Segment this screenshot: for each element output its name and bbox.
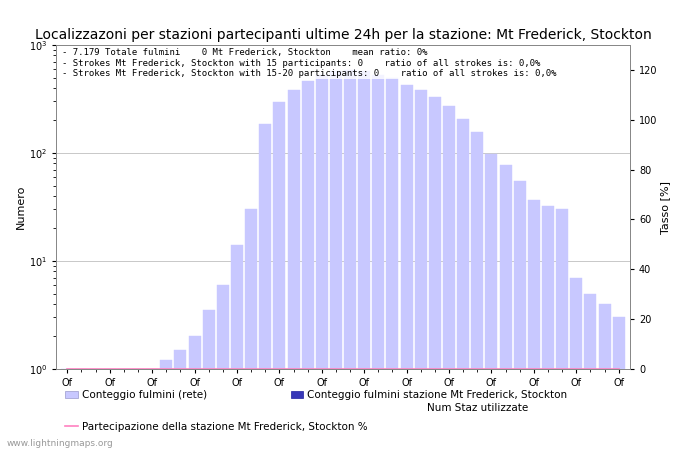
Bar xyxy=(372,75,384,450)
Text: - 7.179 Totale fulmini    0 Mt Frederick, Stockton    mean ratio: 0%
- Strokes M: - 7.179 Totale fulmini 0 Mt Frederick, S… xyxy=(62,48,556,78)
Bar xyxy=(344,70,356,450)
Bar xyxy=(62,369,74,450)
Bar xyxy=(245,209,257,450)
Bar xyxy=(203,310,215,450)
Y-axis label: Tasso [%]: Tasso [%] xyxy=(660,180,671,234)
Bar xyxy=(443,106,455,450)
Bar xyxy=(104,369,116,450)
Bar xyxy=(386,78,398,450)
Bar xyxy=(188,337,201,450)
Bar xyxy=(132,369,144,450)
Bar xyxy=(598,304,610,450)
Bar xyxy=(146,369,158,450)
Bar xyxy=(570,278,582,450)
Bar xyxy=(414,90,427,450)
Bar xyxy=(259,124,272,450)
Bar xyxy=(485,154,498,450)
Bar xyxy=(457,119,469,450)
Bar xyxy=(429,97,441,450)
Legend: Conteggio fulmini (rete), Conteggio fulmini stazione Mt Frederick, Stockton: Conteggio fulmini (rete), Conteggio fulm… xyxy=(61,386,571,404)
Bar xyxy=(316,75,328,450)
Bar xyxy=(400,85,412,450)
Bar xyxy=(528,200,540,450)
Bar xyxy=(514,181,526,450)
Bar xyxy=(556,209,568,450)
Bar xyxy=(231,245,243,450)
Bar xyxy=(90,369,102,450)
Title: Localizzazoni per stazioni partecipanti ultime 24h per la stazione: Mt Frederick: Localizzazoni per stazioni partecipanti … xyxy=(34,28,652,42)
Bar xyxy=(76,369,88,450)
Bar xyxy=(288,90,300,450)
Bar xyxy=(302,81,314,450)
Bar xyxy=(217,285,229,450)
Bar xyxy=(118,369,130,450)
Bar xyxy=(160,360,172,450)
Text: Num Staz utilizzate: Num Staz utilizzate xyxy=(427,403,528,413)
Bar xyxy=(500,165,512,450)
Legend: Partecipazione della stazione Mt Frederick, Stockton %: Partecipazione della stazione Mt Frederi… xyxy=(61,418,372,436)
Bar xyxy=(542,207,554,450)
Y-axis label: Numero: Numero xyxy=(16,185,26,229)
Text: www.lightningmaps.org: www.lightningmaps.org xyxy=(7,439,113,448)
Bar xyxy=(471,132,483,450)
Bar xyxy=(330,71,342,450)
Bar xyxy=(174,350,186,450)
Bar xyxy=(358,71,370,450)
Bar xyxy=(612,317,624,450)
Bar xyxy=(274,102,286,450)
Bar xyxy=(584,293,596,450)
